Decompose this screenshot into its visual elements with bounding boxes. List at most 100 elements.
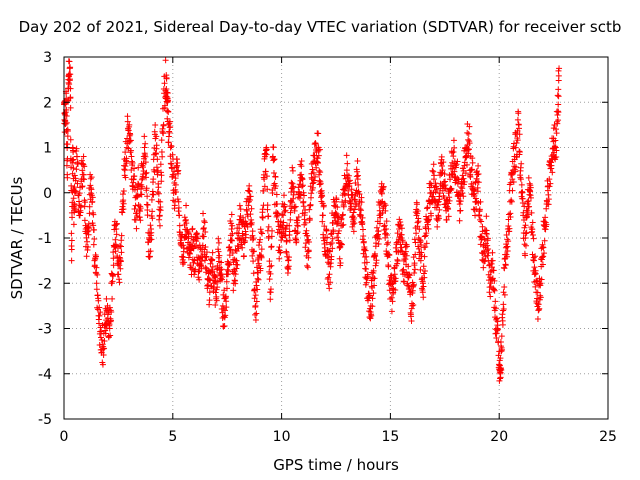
data-point <box>109 295 116 302</box>
data-point <box>242 231 249 238</box>
data-point <box>118 232 125 239</box>
data-point <box>490 267 497 274</box>
data-point <box>423 240 430 247</box>
y-tick-label: -2 <box>38 276 52 292</box>
data-point <box>237 206 244 213</box>
data-point <box>527 184 534 191</box>
data-point <box>133 225 140 232</box>
data-point <box>180 242 187 249</box>
data-point <box>425 217 432 224</box>
data-point <box>126 121 133 128</box>
y-tick-label: 1 <box>43 141 52 157</box>
data-point <box>107 332 114 339</box>
data-point <box>198 258 205 265</box>
data-point <box>402 248 409 255</box>
data-point <box>524 200 531 207</box>
data-point <box>146 253 153 260</box>
data-point <box>354 172 361 179</box>
data-point <box>202 257 209 264</box>
data-point <box>142 159 149 166</box>
data-point <box>298 171 305 178</box>
data-point <box>93 264 100 271</box>
data-point <box>537 294 544 301</box>
data-point <box>117 265 124 272</box>
data-point <box>362 247 369 254</box>
data-point <box>328 239 335 246</box>
data-point <box>92 253 99 260</box>
data-point <box>500 307 507 314</box>
data-point <box>86 203 93 210</box>
data-point <box>153 133 160 140</box>
data-point <box>253 310 260 317</box>
data-point <box>81 217 88 224</box>
data-point <box>423 230 430 237</box>
data-point <box>316 181 323 188</box>
data-point <box>116 242 123 249</box>
data-point <box>510 178 517 185</box>
data-point <box>354 168 361 175</box>
data-point <box>158 178 165 185</box>
data-point <box>110 255 117 262</box>
data-point <box>63 162 70 169</box>
data-point <box>385 239 392 246</box>
data-point <box>131 206 138 213</box>
data-point <box>521 224 528 231</box>
data-point <box>363 259 370 266</box>
data-point <box>371 275 378 282</box>
data-point <box>436 190 443 197</box>
y-tick-label: 2 <box>43 95 52 111</box>
data-point <box>228 225 235 232</box>
data-point <box>525 197 532 204</box>
data-point <box>434 223 441 230</box>
data-point <box>378 199 385 206</box>
data-point <box>381 222 388 229</box>
data-point <box>194 235 201 242</box>
data-point <box>250 235 257 242</box>
axis-ticks <box>63 56 609 420</box>
data-point <box>158 172 165 179</box>
data-point <box>294 223 301 230</box>
data-point <box>136 214 143 221</box>
data-point <box>440 179 447 186</box>
data-point <box>494 327 501 334</box>
data-point <box>72 188 79 195</box>
data-point <box>299 183 306 190</box>
data-point <box>172 181 179 188</box>
data-point <box>143 185 150 192</box>
data-point <box>505 238 512 245</box>
data-point <box>66 81 73 88</box>
data-point <box>418 253 425 260</box>
data-point <box>273 191 280 198</box>
data-point <box>225 267 232 274</box>
data-point <box>144 207 151 214</box>
data-point <box>420 283 427 290</box>
data-point <box>383 218 390 225</box>
data-point <box>548 155 555 162</box>
data-point <box>450 137 457 144</box>
data-point <box>71 184 78 191</box>
data-point <box>263 146 270 153</box>
data-point <box>358 207 365 214</box>
data-point <box>127 137 134 144</box>
data-point <box>141 144 148 151</box>
data-point <box>522 222 529 229</box>
data-point <box>545 201 552 208</box>
data-point <box>308 190 315 197</box>
data-point <box>459 190 466 197</box>
data-point <box>428 182 435 189</box>
data-point <box>223 285 230 292</box>
data-point <box>369 303 376 310</box>
data-point <box>116 279 123 286</box>
data-point <box>359 226 366 233</box>
data-point <box>414 208 421 215</box>
data-point <box>78 157 85 164</box>
data-point <box>87 182 94 189</box>
data-point <box>162 57 169 64</box>
data-point <box>456 217 463 224</box>
data-point <box>298 163 305 170</box>
data-point <box>155 198 162 205</box>
data-point <box>289 164 296 171</box>
data-point <box>230 287 237 294</box>
data-point <box>504 247 511 254</box>
data-point <box>246 182 253 189</box>
